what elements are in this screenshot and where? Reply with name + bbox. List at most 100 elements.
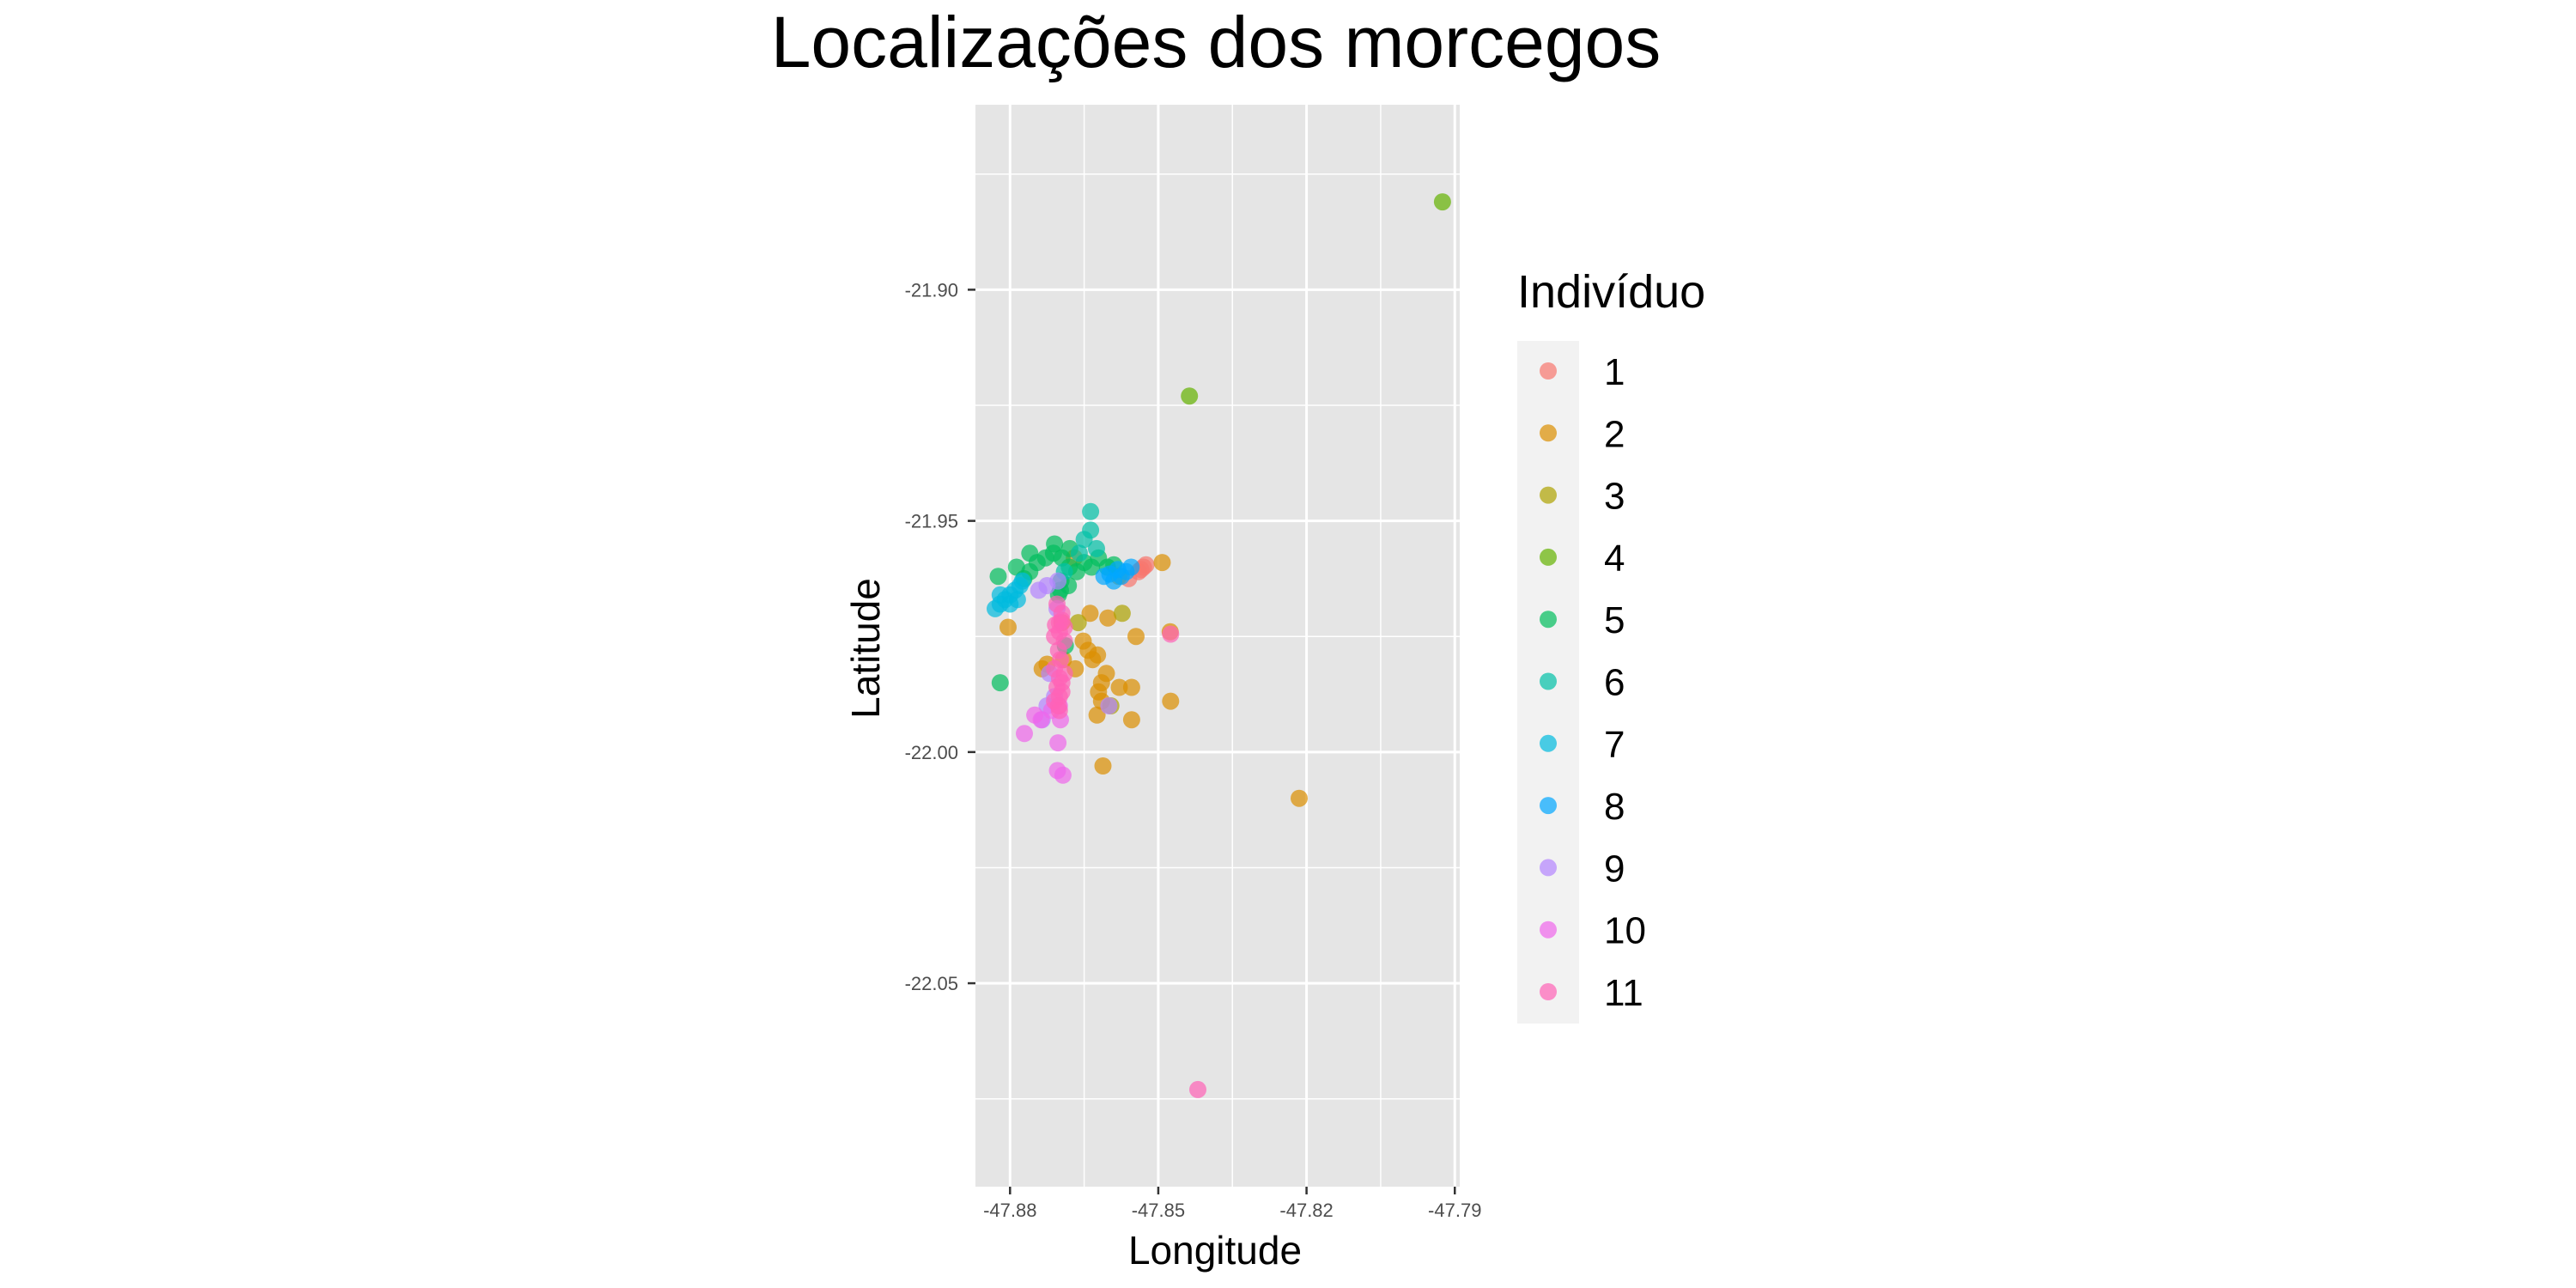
legend-item-2: 2 [1540, 413, 1625, 455]
data-point [1433, 193, 1451, 211]
data-points [987, 193, 1451, 1098]
legend-key-symbol [1540, 734, 1557, 752]
series-4 [1181, 193, 1451, 405]
data-point [1069, 614, 1087, 632]
data-point [1137, 556, 1155, 574]
data-point [1088, 706, 1106, 724]
data-point [1181, 387, 1199, 405]
data-point [1081, 605, 1099, 623]
data-point [1049, 572, 1067, 590]
data-point [1070, 544, 1088, 562]
data-point [1127, 628, 1145, 646]
y-axis: -21.90 -21.95 -22.00 -22.05 [905, 279, 975, 994]
data-point [1113, 605, 1131, 623]
y-tick-label: -22.00 [905, 742, 958, 763]
data-point [1055, 665, 1073, 683]
legend-key-symbol [1540, 920, 1557, 939]
data-point [1088, 539, 1105, 557]
x-axis: -47.88 -47.85 -47.82 -47.79 [983, 1187, 1481, 1221]
legend-key-symbol [1540, 859, 1557, 877]
legend-key-symbol [1540, 983, 1557, 1000]
data-point [999, 618, 1017, 636]
x-tick-label: -47.82 [1279, 1200, 1333, 1221]
plot-panel [975, 105, 1460, 1187]
data-point [1054, 766, 1072, 784]
data-point [1153, 554, 1171, 572]
data-point [1050, 702, 1068, 720]
legend-item-label: 9 [1604, 848, 1625, 890]
series-11 [1046, 595, 1206, 1098]
data-point [1110, 678, 1128, 696]
legend-item-label: 5 [1604, 599, 1625, 641]
data-point [1122, 678, 1140, 696]
legend-key-symbol [1540, 424, 1557, 442]
data-point [1189, 1080, 1206, 1098]
data-point [1075, 531, 1093, 549]
x-tick-label: -47.85 [1132, 1200, 1185, 1221]
data-point [1099, 609, 1117, 627]
data-point [989, 568, 1007, 586]
data-point [1100, 697, 1118, 714]
x-axis-title: Longitude [1128, 1228, 1302, 1273]
legend-key-symbol [1540, 797, 1557, 815]
legend-item-5: 5 [1540, 599, 1625, 641]
data-point [1122, 711, 1140, 729]
legend-item-label: 1 [1604, 351, 1625, 393]
x-tick-label: -47.79 [1428, 1200, 1481, 1221]
data-point [1291, 789, 1308, 807]
legend-items: 1 2 3 4 5 6 7 8 9 10 11 [1540, 351, 1646, 1014]
legend-item-3: 3 [1540, 476, 1625, 518]
data-point [1049, 734, 1067, 752]
series-6 [1055, 502, 1105, 580]
panel-background [975, 105, 1460, 1187]
major-gridlines [975, 105, 1460, 1187]
legend-item-label: 6 [1604, 662, 1625, 704]
data-point [1047, 616, 1065, 634]
data-point [1046, 535, 1064, 553]
y-axis-title: Latitude [843, 578, 888, 719]
data-point [1021, 544, 1039, 562]
chart-title: Localizações dos morcegos [771, 2, 1662, 82]
legend-item-label: 2 [1604, 413, 1625, 455]
data-point [1013, 572, 1031, 590]
legend-item-label: 8 [1604, 786, 1625, 828]
data-point [1008, 591, 1026, 609]
data-point [1162, 625, 1180, 643]
legend: Indivíduo 1 2 3 4 5 6 7 8 9 10 11 [1517, 266, 1705, 1024]
legend-item-4: 4 [1540, 538, 1625, 580]
data-point [1016, 725, 1033, 743]
legend-item-10: 10 [1540, 910, 1646, 952]
data-point [1084, 651, 1102, 669]
legend-item-label: 4 [1604, 538, 1625, 580]
legend-key-symbol [1540, 611, 1557, 629]
legend-item-label: 7 [1604, 724, 1625, 766]
series-8 [1095, 558, 1140, 590]
data-point [1082, 502, 1100, 520]
legend-item-label: 10 [1604, 910, 1646, 952]
legend-item-label: 3 [1604, 476, 1625, 518]
legend-item-8: 8 [1540, 786, 1625, 828]
legend-key-symbol [1540, 362, 1557, 380]
data-point [991, 674, 1009, 692]
y-tick-label: -21.90 [905, 279, 958, 301]
legend-item-11: 11 [1540, 972, 1643, 1014]
data-point [1101, 565, 1119, 583]
data-point [1162, 692, 1180, 710]
x-tick-label: -47.88 [983, 1200, 1036, 1221]
series-7 [987, 572, 1031, 617]
legend-item-6: 6 [1540, 662, 1625, 704]
legend-title: Indivíduo [1517, 266, 1705, 318]
legend-item-7: 7 [1540, 724, 1625, 766]
legend-key-symbol [1540, 672, 1557, 690]
data-point [1122, 558, 1140, 576]
legend-key-symbol [1540, 548, 1557, 566]
data-point [1094, 757, 1112, 775]
legend-item-1: 1 [1540, 351, 1625, 393]
legend-item-label: 11 [1604, 972, 1643, 1014]
y-tick-label: -21.95 [905, 511, 958, 532]
y-tick-label: -22.05 [905, 973, 958, 994]
legend-item-9: 9 [1540, 848, 1625, 890]
legend-key-symbol [1540, 486, 1557, 504]
data-point [1053, 683, 1071, 701]
